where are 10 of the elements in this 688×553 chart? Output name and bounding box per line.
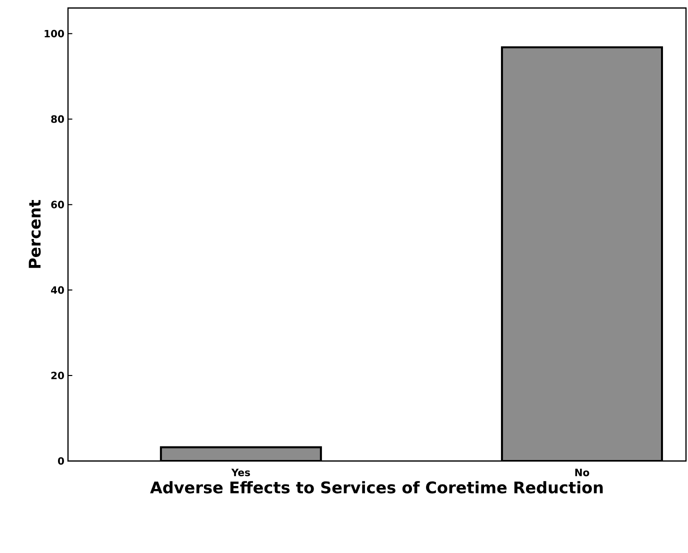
y-tick-label: 80 bbox=[51, 115, 64, 123]
x-axis-title: Adverse Effects to Services of Coretime Reduction bbox=[150, 481, 603, 494]
y-tick-label: 0 bbox=[58, 457, 64, 465]
y-tick-label: 20 bbox=[51, 372, 64, 380]
y-axis-title: Percent bbox=[28, 200, 41, 268]
y-tick-label: 100 bbox=[44, 30, 64, 38]
x-tick-label: No bbox=[575, 468, 590, 476]
y-tick-label: 40 bbox=[51, 286, 64, 294]
x-tick-label: Yes bbox=[231, 468, 250, 476]
y-tick-label: 60 bbox=[51, 200, 64, 208]
